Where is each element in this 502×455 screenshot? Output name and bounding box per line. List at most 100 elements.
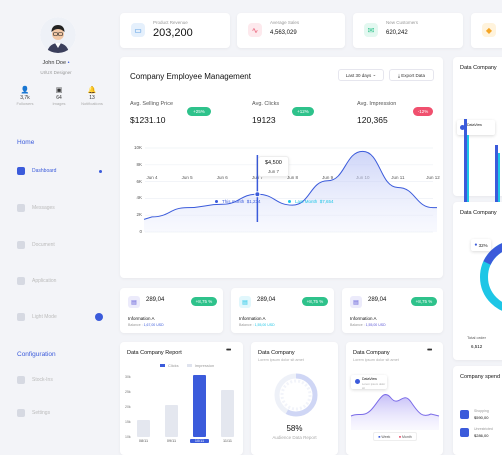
y-tick-label: 8K xyxy=(136,161,142,167)
kpi-card-customers: ✉ New Customers 620,242 xyxy=(353,13,463,48)
sidebar-item-messages[interactable]: Messages xyxy=(17,204,55,212)
area-chart[interactable] xyxy=(120,57,443,278)
stock-icon xyxy=(17,376,25,384)
bar xyxy=(467,135,469,231)
metric-badge: +25% xyxy=(187,107,211,116)
y-tick-label: 0 xyxy=(139,229,142,234)
bar[interactable] xyxy=(193,375,206,437)
wallet-icon: ▤ xyxy=(239,296,251,308)
image-icon: ▣ xyxy=(55,87,63,94)
pct-tag: ● 32% xyxy=(471,239,491,251)
page-title: Company Employee Management xyxy=(130,72,251,81)
info-badge: +8,75 % xyxy=(191,297,217,306)
dataview-tag: DataView Lorem ipsum dolor sit xyxy=(351,375,387,390)
info-card[interactable]: ▤ 289,04 +8,75 % Information A Balance :… xyxy=(342,288,443,333)
info-value: 289,04 xyxy=(368,297,387,303)
bar[interactable] xyxy=(221,390,234,437)
x-tick-label: Jun 4 xyxy=(146,175,158,180)
kpi-value: 620,242 xyxy=(386,30,408,36)
info-title: Information A xyxy=(239,316,266,321)
right-card-bars: Data Company DataView xyxy=(453,57,502,231)
metric-label: Avg. Impression xyxy=(357,101,397,107)
card-title: Company spend xyxy=(460,374,501,380)
info-balance: Balance : 1,67,00 USD xyxy=(128,323,164,327)
date-filter-dropdown[interactable]: Last 30 days ⌄ xyxy=(338,69,384,81)
sidebar-item-application[interactable]: Application xyxy=(17,277,56,285)
legend-dot xyxy=(215,200,218,203)
shopping-icon xyxy=(460,410,469,419)
more-options-icon[interactable]: ••• xyxy=(427,347,432,354)
bar[interactable] xyxy=(137,420,150,437)
y-tick-label: 20k xyxy=(125,405,131,409)
sun-icon xyxy=(17,313,25,321)
series-area xyxy=(144,151,437,232)
tag-dot xyxy=(355,379,360,384)
tooltip-date: Jun 7 xyxy=(268,169,280,174)
total-label: Total order xyxy=(467,335,486,340)
donut-subtitle: Lorem ipsum dolor sit amet xyxy=(258,358,304,362)
bar xyxy=(464,119,467,231)
sidebar: John Doe • UI/UX Designer 👤 3,7k Followe… xyxy=(0,0,112,455)
sidebar-item-settings[interactable]: Settings xyxy=(17,409,50,417)
metric-value: $1231.10 xyxy=(130,115,166,125)
right-card-donut: Data Company ● 32% Total order 6,512 xyxy=(453,202,502,360)
series-line xyxy=(143,150,437,220)
legend-dot xyxy=(288,200,291,203)
card-subtitle: Lorem ipsum dolor sit amet xyxy=(353,358,399,362)
info-balance: Balance : 1,55,00 USD xyxy=(239,323,275,327)
month-option[interactable]: ■ Month xyxy=(398,434,412,439)
metric-label: Avg. Clicks xyxy=(252,101,280,107)
info-card[interactable]: ▤ 289,04 +8,75 % Information A Balance :… xyxy=(231,288,334,333)
period-toggle[interactable]: ■ Week ■ Month xyxy=(373,432,417,441)
more-options-icon[interactable]: ••• xyxy=(226,347,231,354)
app-icon xyxy=(17,277,25,285)
tag-icon: ◆ xyxy=(482,23,496,37)
kpi-value: 203,200 xyxy=(153,27,193,39)
info-card[interactable]: ▤ 289,04 +8,75 % Information A Balance :… xyxy=(120,288,223,333)
y-tick-label: 2K xyxy=(136,212,142,218)
kpi-label: New Customers xyxy=(386,20,419,25)
y-tick-label: 10k xyxy=(125,435,131,439)
kpi-card-revenue: ▭ Product Revenue 203,200 xyxy=(120,13,230,48)
x-tick-label: Jun 6 xyxy=(216,175,228,180)
y-tick-label: 15k xyxy=(125,420,131,424)
message-icon xyxy=(17,204,25,212)
bar xyxy=(495,145,498,231)
info-value: 289,04 xyxy=(257,297,276,303)
donut-chart[interactable] xyxy=(271,370,321,420)
avatar[interactable] xyxy=(40,17,76,53)
gear-icon xyxy=(17,409,25,417)
bar[interactable] xyxy=(165,405,178,437)
legend-this-month: This month $1,234 xyxy=(215,199,261,204)
profile-name: John Doe • xyxy=(42,60,70,66)
kpi-label: Average Sales xyxy=(270,20,300,25)
chevron-down-icon: ⌄ xyxy=(372,72,377,77)
monitor-icon: ▭ xyxy=(131,23,145,37)
metric-value: 120,365 xyxy=(357,115,388,125)
report-legend: Clicks Impression xyxy=(160,363,214,368)
person-icon: 👤 xyxy=(20,87,30,94)
kpi-card-sales: ∿ Average Sales 4,563,029 xyxy=(237,13,345,48)
y-tick-label: 4K xyxy=(136,195,142,201)
export-data-button[interactable]: ⤓ Export Data xyxy=(389,69,434,81)
info-badge: +8,75 % xyxy=(302,297,328,306)
pulse-icon: ∿ xyxy=(248,23,262,37)
info-badge: +8,75 % xyxy=(411,297,437,306)
area-chart-small xyxy=(350,394,440,430)
sidebar-item-dashboard[interactable]: Dashboard xyxy=(17,167,56,175)
mail-icon: ✉ xyxy=(364,23,378,37)
hover-point[interactable] xyxy=(254,191,261,198)
wallet-icon: ▤ xyxy=(350,296,362,308)
y-tick-label: 10K xyxy=(133,145,142,150)
report-title: Data Company Report xyxy=(127,350,182,356)
week-option[interactable]: ■ Week xyxy=(378,434,391,439)
y-tick-label: 30k xyxy=(125,375,131,379)
sidebar-item-stock-ins[interactable]: Stock-Ins xyxy=(17,376,53,384)
sidebar-item-light-mode[interactable]: Light Mode xyxy=(17,313,57,321)
card-title: Data Company xyxy=(460,65,497,71)
total-value: 6,512 xyxy=(471,344,483,349)
sidebar-item-document[interactable]: Document xyxy=(17,241,55,249)
config-section-title: Configuration xyxy=(17,351,56,358)
download-icon: ⤓ xyxy=(397,72,400,78)
light-mode-toggle[interactable] xyxy=(95,313,103,321)
